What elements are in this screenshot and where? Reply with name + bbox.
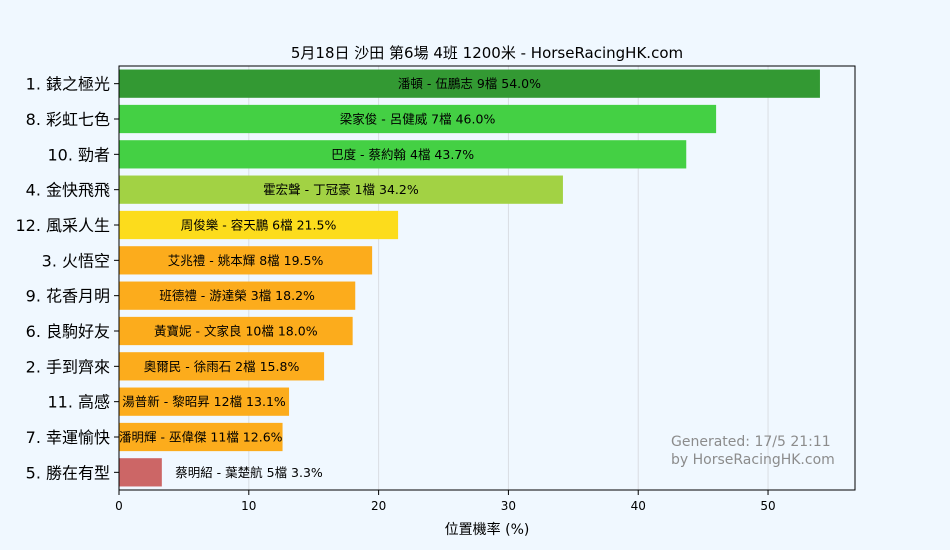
bar	[119, 210, 399, 240]
plot-frame	[118, 65, 856, 491]
category-label: 3. 火悟空	[42, 251, 110, 270]
bar	[119, 352, 325, 381]
bar	[119, 246, 373, 275]
bar-labels: 潘頓 - 伍鵬志 9檔 54.0% 梁家俊 - 呂健威 7檔 46.0% 巴度 - …	[119, 76, 541, 480]
bar-label: 艾兆禮 - 姚本輝 8檔 19.5%	[168, 253, 324, 268]
bar	[119, 104, 717, 134]
generated-annotation: Generated: 17/5 21:11 by HorseRacingHK.co…	[671, 434, 835, 468]
x-tick-label: 30	[501, 499, 516, 513]
bar-label: 巴度 - 蔡約翰 4檔 43.7%	[331, 147, 474, 162]
x-tick-label: 40	[631, 499, 646, 513]
category-label: 6. 良駒好友	[26, 322, 110, 341]
bar-label: 蔡明紹 - 葉楚航 5檔 3.3%	[175, 465, 323, 480]
category-label: 1. 錶之極光	[26, 75, 110, 94]
plot-area	[119, 66, 855, 490]
bar-label: 梁家俊 - 呂健威 7檔 46.0%	[340, 112, 496, 127]
category-label: 11. 高感	[47, 393, 110, 412]
x-tick-label: 50	[760, 499, 775, 513]
category-label: 9. 花香月明	[26, 287, 110, 306]
x-axis-label: 位置機率 (%)	[445, 521, 530, 538]
bar-label: 黃寶妮 - 文家良 10檔 18.0%	[154, 324, 318, 339]
bar-label: 周俊樂 - 容天鵬 6檔 21.5%	[181, 218, 337, 233]
bar-label: 潘明輝 - 巫偉傑 11檔 12.6%	[119, 430, 283, 445]
x-axis-ticks: 0 10 20 30 40 50	[115, 490, 776, 513]
category-label: 4. 金快飛飛	[26, 181, 110, 200]
chart-title: 5月18日 沙田 第6場 4班 1200米 - HorseRacingHK.co…	[291, 44, 683, 62]
bar	[119, 458, 162, 487]
bar	[119, 387, 290, 416]
category-label: 10. 勁者	[47, 145, 110, 164]
category-label: 5. 勝在有型	[26, 463, 110, 482]
bar	[119, 140, 687, 169]
bar	[119, 316, 353, 346]
bar-label: 潘頓 - 伍鵬志 9檔 54.0%	[398, 76, 541, 91]
bar-label: 班德禮 - 游達榮 3檔 18.2%	[159, 288, 315, 303]
bar	[119, 69, 820, 98]
category-label: 8. 彩虹七色	[26, 110, 110, 129]
category-label: 7. 幸運愉快	[26, 428, 110, 447]
bar	[119, 281, 356, 310]
bar	[119, 175, 563, 204]
category-label: 12. 風采人生	[15, 216, 110, 235]
bar-label: 湯普新 - 黎昭昇 12檔 13.1%	[122, 394, 286, 409]
x-tick-label: 0	[115, 499, 123, 513]
bars	[119, 69, 820, 487]
x-tick-label: 20	[371, 499, 386, 513]
bar	[119, 422, 283, 452]
bar-label: 霍宏聲 - 丁冠豪 1檔 34.2%	[263, 182, 419, 197]
x-tick-label: 10	[241, 499, 256, 513]
generated-text: Generated: 17/5 21:11	[671, 434, 831, 450]
category-label: 2. 手到齊來	[26, 357, 110, 376]
bar-label: 奧爾民 - 徐雨石 2檔 15.8%	[144, 359, 300, 374]
category-labels: 1. 錶之極光 8. 彩虹七色 10. 勁者 4. 金快飛飛 12. 風采人生 3. 火悟…	[15, 75, 119, 482]
generated-text: by HorseRacingHK.com	[671, 452, 835, 468]
